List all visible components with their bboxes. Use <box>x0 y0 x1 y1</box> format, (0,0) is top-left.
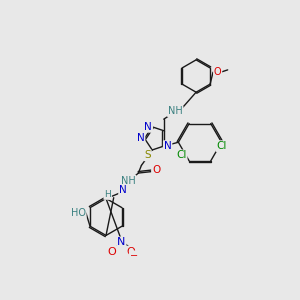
Text: N: N <box>119 185 127 195</box>
Text: O: O <box>108 247 116 256</box>
Text: NH: NH <box>121 176 136 186</box>
Text: Cl: Cl <box>216 141 227 151</box>
Text: N: N <box>164 141 172 151</box>
Text: NH: NH <box>168 106 183 116</box>
Text: H: H <box>104 190 111 199</box>
Text: Cl: Cl <box>176 150 187 160</box>
Text: N: N <box>117 237 126 248</box>
Text: N: N <box>137 134 145 143</box>
Text: N: N <box>145 122 152 132</box>
Text: O: O <box>126 247 135 256</box>
Text: O: O <box>152 165 160 175</box>
Text: −: − <box>130 251 138 261</box>
Text: S: S <box>144 150 151 160</box>
Text: O: O <box>214 67 221 77</box>
Text: HO: HO <box>71 208 86 218</box>
